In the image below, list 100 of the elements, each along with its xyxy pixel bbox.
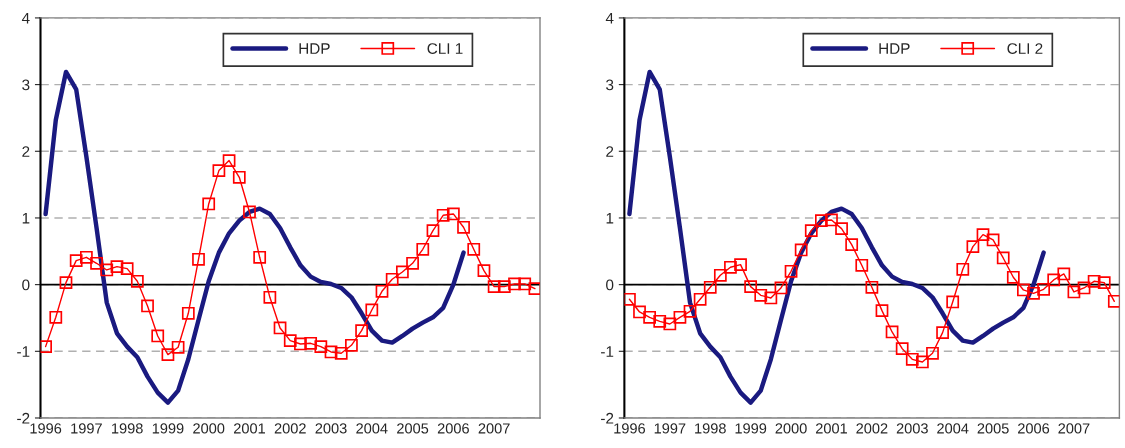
y-tick-label: 4 [21,12,30,24]
point [467,242,481,256]
point [1047,273,1061,287]
point [294,337,307,351]
point [1006,270,1020,284]
x-tick-label: 2001 [233,423,265,434]
point [905,352,919,366]
point [976,228,990,242]
point [744,280,758,294]
point [518,277,532,291]
point [1017,283,1030,297]
legend-label: CLI 2 [1007,43,1043,54]
point [232,170,246,184]
point [273,321,287,335]
point [334,346,348,360]
point [875,304,889,318]
point [1057,267,1071,281]
point [845,238,859,252]
point [754,288,768,302]
point [814,214,828,228]
point [764,291,778,305]
point [936,326,949,340]
y-tick-label: 1 [606,212,614,224]
point [724,260,737,274]
point [1067,285,1081,299]
point [693,292,707,306]
point [141,299,154,313]
point [457,220,470,234]
line-series [43,69,466,405]
point [1097,276,1111,290]
y-tick-label: -1 [601,346,614,357]
x-tick-label: 2000 [193,423,225,434]
x-tick-label: 2004 [356,423,388,434]
point [436,208,450,222]
legend-label: HDP [299,43,330,54]
x-tick-label: 1996 [614,423,646,434]
point [202,197,216,211]
point [253,250,267,264]
point [885,325,899,339]
point [243,205,256,219]
x-tick-label: 1999 [152,423,184,434]
point [633,305,646,319]
point [1037,282,1051,296]
y-tick-label: 4 [605,12,614,24]
point [487,280,501,294]
point [825,213,838,227]
point [151,329,165,343]
y-tick-label: -1 [17,346,30,357]
point [79,250,93,264]
point [69,254,83,268]
point [643,310,657,324]
point [49,310,63,324]
point [895,342,909,356]
y-tick-label: 0 [606,279,614,291]
point [865,280,879,294]
point [345,338,358,352]
point [1087,274,1101,288]
point [956,262,970,276]
x-tick-label: 2003 [896,423,928,434]
point [426,224,440,238]
point [283,334,297,348]
point [477,264,491,278]
y-tick-label: 1 [22,212,30,224]
point [624,292,636,306]
line-series [627,69,1046,405]
x-tick-label: 2002 [274,423,306,434]
point [804,224,818,238]
x-tick-label: 2007 [478,423,510,434]
y-tick-label: 2 [606,146,614,157]
point [1027,286,1040,300]
point [365,303,379,317]
point [355,324,368,338]
y-tick-label: 3 [22,79,30,91]
y-tick-label: 3 [606,79,614,91]
point [926,346,939,360]
x-tick-label: 1997 [654,423,686,434]
point [508,277,521,291]
point [673,310,687,324]
point [855,258,869,272]
point [395,265,409,279]
x-tick-label: 1999 [735,423,767,434]
x-tick-label: 1997 [71,423,102,434]
point [966,240,980,254]
point [497,280,511,294]
x-tick-label: 1998 [112,423,143,434]
x-tick-label: 2006 [437,423,469,434]
point [915,355,929,369]
x-tick-label: 2002 [856,423,888,434]
legend-label: HDP [879,43,910,54]
point [181,306,195,320]
point [40,340,52,354]
y-tick-label: 0 [22,279,30,291]
point [59,276,73,290]
x-tick-label: 2006 [1018,423,1050,434]
y-tick-label: -2 [17,412,30,424]
point [703,280,717,294]
point [110,260,124,274]
point [90,256,103,270]
x-tick-label: 2005 [977,423,1009,434]
point [774,281,788,295]
